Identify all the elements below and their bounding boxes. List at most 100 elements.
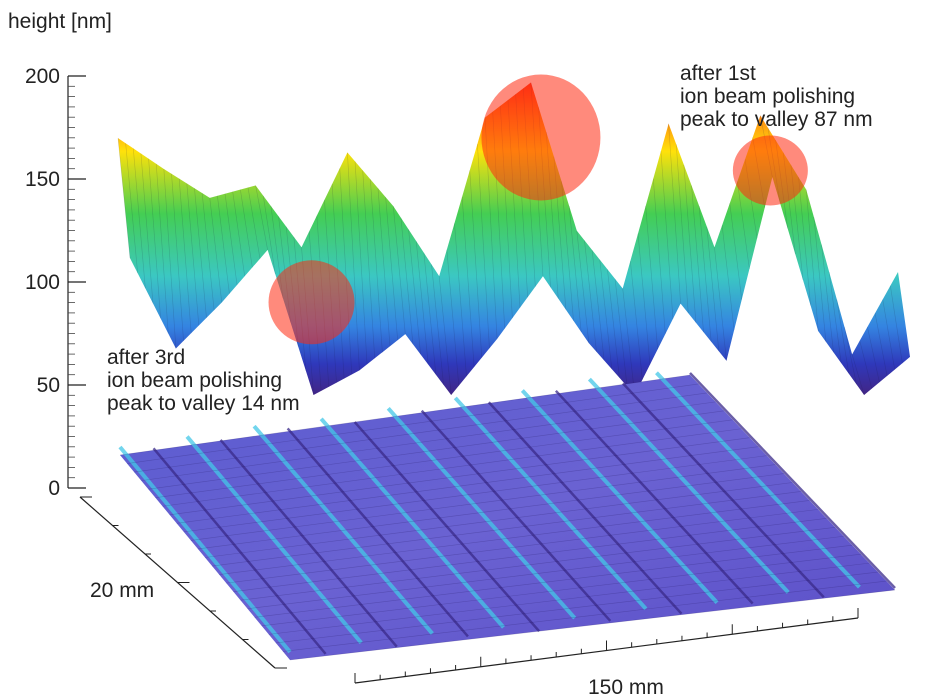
mesh-line bbox=[423, 252, 437, 375]
mesh-line bbox=[867, 326, 880, 383]
mesh-line bbox=[370, 179, 383, 353]
surface-after-3rd-face bbox=[120, 375, 895, 660]
mesh-line bbox=[282, 580, 887, 652]
ridge-line bbox=[353, 421, 541, 633]
ridge-line bbox=[689, 372, 896, 589]
mesh-line bbox=[155, 419, 733, 499]
mesh-line bbox=[859, 340, 873, 389]
ridge-line bbox=[420, 409, 612, 622]
mesh-line bbox=[561, 181, 574, 321]
mesh-line bbox=[584, 240, 597, 352]
ridge-line bbox=[453, 396, 648, 611]
mesh-line bbox=[169, 437, 750, 516]
mesh-line bbox=[140, 153, 154, 304]
mesh-line bbox=[262, 195, 276, 275]
mesh-line bbox=[194, 188, 207, 318]
mesh-line bbox=[385, 197, 398, 341]
mesh-line bbox=[446, 249, 460, 386]
annotation-line: after 3rd bbox=[107, 346, 185, 369]
mesh-line bbox=[737, 181, 750, 269]
axes bbox=[67, 75, 859, 684]
ridge-line bbox=[219, 439, 398, 648]
mesh-line bbox=[197, 473, 784, 550]
mesh-line bbox=[591, 249, 605, 361]
mesh-line bbox=[392, 206, 406, 335]
surface-peak-highlight bbox=[732, 135, 808, 206]
mesh-line bbox=[377, 188, 391, 347]
ridge-line bbox=[655, 371, 861, 589]
mesh-line bbox=[844, 326, 857, 385]
mesh-line bbox=[874, 313, 888, 376]
mesh-line bbox=[813, 217, 827, 342]
mesh-line bbox=[828, 271, 842, 364]
annotation-line: after 1st bbox=[680, 62, 756, 85]
mesh-line bbox=[890, 285, 903, 364]
mesh-line bbox=[798, 177, 811, 306]
ridge-line bbox=[622, 382, 825, 599]
mesh-line bbox=[652, 178, 666, 335]
mesh-line bbox=[668, 123, 681, 304]
annotation-line: ion beam polishing bbox=[107, 369, 282, 392]
mesh-line bbox=[599, 259, 613, 370]
mesh-line bbox=[232, 191, 246, 277]
mesh-line bbox=[247, 187, 261, 259]
mesh-line bbox=[347, 152, 360, 371]
mesh-line bbox=[201, 193, 215, 311]
mesh-line bbox=[219, 500, 810, 575]
mesh-line bbox=[400, 217, 414, 345]
mesh-line bbox=[805, 189, 819, 332]
mesh-line bbox=[637, 233, 651, 365]
ridge-line bbox=[554, 389, 754, 605]
annotation-after-1st: after 1st ion beam polishing peak to val… bbox=[680, 62, 873, 131]
mesh-line bbox=[134, 392, 708, 473]
ridge-line bbox=[118, 445, 292, 654]
mesh-line bbox=[568, 206, 582, 333]
mesh-line bbox=[683, 164, 697, 323]
annotation-line: peak to valley 14 nm bbox=[107, 392, 300, 415]
mesh-line bbox=[354, 161, 368, 365]
mesh-line bbox=[240, 189, 253, 268]
mesh-line bbox=[431, 264, 444, 385]
mesh-line bbox=[477, 143, 490, 349]
surface-after-1st bbox=[117, 74, 910, 396]
mesh-line bbox=[698, 206, 712, 342]
mesh-line bbox=[576, 230, 590, 344]
mesh-line bbox=[836, 299, 850, 374]
mesh-line bbox=[226, 509, 819, 584]
mesh-line bbox=[289, 589, 896, 661]
mesh-line bbox=[454, 223, 467, 377]
mesh-line bbox=[660, 151, 674, 319]
mesh-line bbox=[171, 173, 184, 341]
mesh-line bbox=[119, 374, 691, 456]
mesh-line bbox=[163, 168, 177, 349]
mesh-line bbox=[186, 183, 200, 326]
mesh-line bbox=[255, 185, 268, 250]
z-tick-label: 50 bbox=[37, 374, 60, 397]
mesh-line bbox=[645, 206, 658, 350]
mesh-line bbox=[821, 244, 834, 353]
ridge-line bbox=[587, 377, 790, 594]
z-tick-label: 0 bbox=[48, 477, 60, 500]
annotation-line: peak to valley 87 nm bbox=[680, 108, 873, 131]
mesh-line bbox=[268, 562, 870, 635]
mesh-line bbox=[261, 553, 861, 627]
z-tick-label: 200 bbox=[25, 65, 60, 88]
mesh-line bbox=[125, 143, 138, 274]
ridge-line bbox=[185, 435, 363, 645]
mesh-line bbox=[851, 354, 865, 396]
mesh-line bbox=[155, 163, 169, 334]
mesh-line bbox=[607, 269, 620, 378]
depth-axis-label: 20 mm bbox=[90, 579, 154, 602]
mesh-line bbox=[178, 178, 192, 334]
mesh-line bbox=[132, 148, 146, 289]
mesh-line bbox=[622, 288, 636, 396]
mesh-line bbox=[706, 226, 720, 352]
mesh-line bbox=[254, 544, 853, 618]
z-tick-label: 100 bbox=[25, 271, 60, 294]
surface-peak-highlight bbox=[268, 260, 355, 345]
mesh-line bbox=[438, 276, 452, 396]
mesh-line bbox=[675, 144, 689, 314]
annotation-line: ion beam polishing bbox=[680, 85, 855, 108]
